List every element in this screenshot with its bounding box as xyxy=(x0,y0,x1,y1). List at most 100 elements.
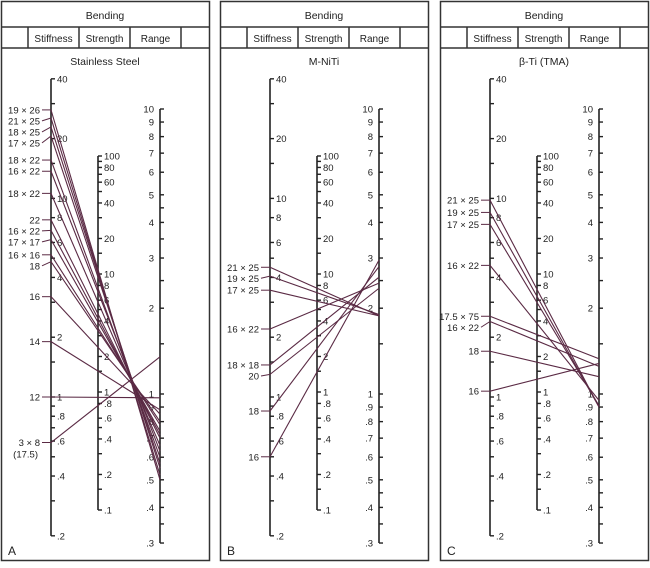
wire-label: 14 xyxy=(29,337,40,348)
strength-tick-label: 10 xyxy=(323,270,334,281)
wire-label: 16 × 22 xyxy=(8,167,40,178)
stiffness-tick-label: 2 xyxy=(496,333,501,344)
range-tick-label: 3 xyxy=(149,254,154,265)
wire-leader xyxy=(42,118,51,121)
strength-tick-label: 1 xyxy=(543,388,548,399)
stiffness-tick-label: 20 xyxy=(496,134,507,145)
range-tick-label: 3 xyxy=(588,254,593,265)
header-title: Bending xyxy=(86,10,125,22)
range-tick-label: 2 xyxy=(149,304,154,315)
column-header-strength: Strength xyxy=(86,34,124,45)
stiffness-tick-label: 40 xyxy=(276,74,287,85)
stiffness-tick-label: .8 xyxy=(57,412,65,423)
range-tick-label: .6 xyxy=(365,453,373,464)
strength-tick-label: .2 xyxy=(543,470,551,481)
range-tick-label: 9 xyxy=(368,118,373,129)
range-tick-label: 7 xyxy=(368,149,373,160)
material-title: β-Ti (TMA) xyxy=(519,56,569,68)
range-tick-label: .5 xyxy=(585,475,593,486)
material-title: Stainless Steel xyxy=(70,56,139,68)
range-tick-label: .8 xyxy=(365,417,373,428)
wire-label: 16 × 16 xyxy=(8,250,40,261)
wire-label: 16 xyxy=(468,387,479,398)
range-tick-label: 4 xyxy=(588,218,593,229)
wire-label: 16 × 22 xyxy=(8,226,40,237)
wire-line xyxy=(490,224,599,405)
wire-label: 18 × 22 xyxy=(8,189,40,200)
stiffness-tick-label: 10 xyxy=(276,194,287,205)
wire-leader xyxy=(261,374,270,376)
stiffness-tick-label: .2 xyxy=(496,531,504,542)
range-tick-label: 6 xyxy=(368,168,373,179)
wire-line xyxy=(51,397,160,398)
wire-leader xyxy=(42,127,51,132)
strength-tick-label: .4 xyxy=(323,434,331,445)
range-tick-label: 9 xyxy=(149,118,154,129)
wire-line xyxy=(490,200,599,407)
wire-label: 18 xyxy=(29,261,40,272)
strength-tick-label: .8 xyxy=(543,399,551,410)
strength-tick-label: 100 xyxy=(104,152,120,163)
stiffness-tick-label: .6 xyxy=(57,437,65,448)
strength-tick-label: .6 xyxy=(104,414,112,425)
stiffness-tick-label: .4 xyxy=(57,472,65,483)
strength-tick-label: 40 xyxy=(104,198,115,209)
wire-leader xyxy=(261,276,270,278)
wire-label: 19 × 26 xyxy=(8,105,40,116)
wire-label: 17 × 25 xyxy=(8,138,40,149)
strength-tick-label: 60 xyxy=(104,178,115,189)
range-tick-label: 3 xyxy=(368,254,373,265)
range-tick-label: .6 xyxy=(585,453,593,464)
material-title: M-NiTi xyxy=(309,56,340,68)
wire-label: 18 xyxy=(468,347,479,358)
stiffness-tick-label: .4 xyxy=(276,472,284,483)
strength-tick-label: .1 xyxy=(323,506,331,517)
stiffness-tick-label: .2 xyxy=(57,531,65,542)
strength-tick-label: 20 xyxy=(543,234,554,245)
stiffness-tick-label: .4 xyxy=(496,472,504,483)
wire-leader xyxy=(42,240,51,242)
range-tick-label: 9 xyxy=(588,118,593,129)
range-tick-label: .4 xyxy=(146,503,154,514)
column-header-range: Range xyxy=(360,34,390,45)
range-tick-label: .8 xyxy=(585,417,593,428)
column-header-stiffness: Stiffness xyxy=(473,34,511,45)
column-header-strength: Strength xyxy=(305,34,343,45)
wire-leader xyxy=(42,136,51,143)
range-tick-label: 7 xyxy=(588,149,593,160)
stiffness-tick-label: .8 xyxy=(276,412,284,423)
strength-tick-label: 8 xyxy=(323,281,328,292)
panel-letter: C xyxy=(447,544,456,558)
strength-tick-label: 10 xyxy=(104,270,115,281)
wire-label: 18 xyxy=(248,407,259,418)
column-header-range: Range xyxy=(580,34,610,45)
strength-tick-label: .4 xyxy=(104,434,112,445)
stiffness-tick-label: 8 xyxy=(276,213,281,224)
column-header-stiffness: Stiffness xyxy=(34,34,72,45)
range-tick-label: .3 xyxy=(585,539,593,550)
wire-label: 17 × 17 xyxy=(8,237,40,248)
stiffness-tick-label: 2 xyxy=(276,333,281,344)
strength-tick-label: 40 xyxy=(543,198,554,209)
range-tick-label: 8 xyxy=(588,132,593,143)
strength-tick-label: 8 xyxy=(104,281,109,292)
header-title: Bending xyxy=(305,10,344,22)
strength-tick-label: 60 xyxy=(543,178,554,189)
panel-letter: B xyxy=(227,544,235,558)
column-header-stiffness: Stiffness xyxy=(253,34,291,45)
strength-tick-label: 8 xyxy=(543,281,548,292)
stiffness-tick-label: .2 xyxy=(276,531,284,542)
wire-label: 18 × 22 xyxy=(8,156,40,167)
strength-tick-label: 1 xyxy=(323,388,328,399)
wire-leader xyxy=(42,262,51,266)
range-tick-label: 1 xyxy=(368,390,373,401)
stiffness-tick-label: .6 xyxy=(496,437,504,448)
range-tick-label: .9 xyxy=(365,403,373,414)
stiffness-tick-label: 6 xyxy=(276,238,281,249)
strength-tick-label: 20 xyxy=(104,234,115,245)
wire-label: 12 xyxy=(29,393,40,404)
range-tick-label: .7 xyxy=(585,434,593,445)
strength-tick-label: 40 xyxy=(323,198,334,209)
wire-label: 20 xyxy=(248,371,259,382)
